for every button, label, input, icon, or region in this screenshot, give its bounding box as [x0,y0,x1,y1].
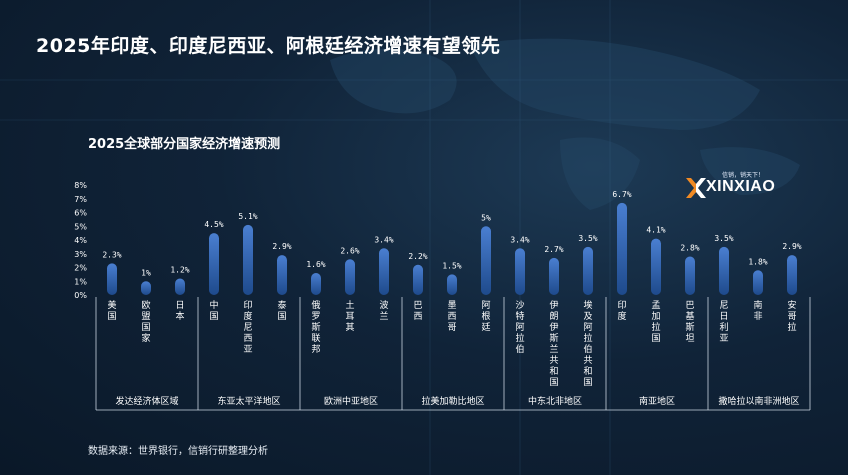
bar [753,270,763,295]
category-label: 墨西哥 [447,300,456,333]
source-note: 数据来源：世界银行，信销行研整理分析 [88,446,268,457]
value-label: 2.7% [544,245,563,254]
category-label: 巴西 [413,300,422,322]
chart-title: 2025全球部分国家经济增速预测 [88,137,281,152]
value-label: 3.4% [374,235,393,244]
y-tick-label: 6% [74,209,87,218]
bar [651,238,661,295]
logo-tagline: 信销，销天下！ [722,172,765,179]
category-label: 沙特阿拉伯 [515,300,524,355]
bar [175,278,185,295]
bar [243,224,253,295]
bar [141,281,151,295]
bar [379,248,389,295]
value-label: 1% [141,268,151,277]
category-label: 欧盟国家 [141,299,150,344]
category-label: 土耳其 [345,299,354,333]
bar [617,202,627,295]
value-label: 1.5% [442,261,461,270]
category-label: 日本 [175,300,184,322]
value-label: 6.7% [612,190,631,199]
logo-x-icon [686,178,706,198]
category-label: 巴基斯坦 [685,300,694,344]
value-label: 2.3% [102,250,121,259]
group-label: 发达经济体区域 [115,395,178,407]
value-label: 5% [481,213,491,222]
category-label: 孟加拉国 [651,300,660,344]
logo-text: XINXIAO [706,178,776,195]
bar [549,257,559,295]
category-label: 南非 [753,299,762,322]
category-label: 俄罗斯联邦 [311,299,320,355]
category-label: 阿根廷 [481,300,490,333]
bar [107,263,117,295]
group-label: 南亚地区 [639,395,675,407]
value-label: 2.8% [680,244,699,253]
y-tick-label: 1% [74,277,87,286]
bar [277,255,287,295]
category-label: 伊朗伊斯兰共和国 [549,299,558,388]
y-tick-label: 4% [74,236,87,245]
value-label: 3.5% [714,234,733,243]
bar [481,226,491,295]
y-tick-label: 3% [74,250,87,259]
bar [515,248,525,295]
group-label: 东亚太平洋地区 [217,395,280,407]
category-label: 尼日利亚 [719,300,728,344]
bar [447,274,457,295]
y-tick-label: 8% [74,181,87,190]
value-label: 5.1% [238,212,257,221]
value-label: 3.4% [510,235,529,244]
bar [311,273,321,295]
page-title: 2025年印度、印度尼西亚、阿根廷经济增速有望领先 [36,35,501,57]
category-label: 印度 [617,299,626,322]
value-label: 2.9% [272,242,291,251]
category-label: 美国 [107,299,116,322]
bar [583,246,593,295]
value-label: 1.8% [748,257,767,266]
category-label: 埃及阿拉伯共和国 [583,299,592,388]
value-label: 4.1% [646,226,665,235]
group-label: 撒哈拉以南非洲地区 [718,395,799,407]
value-label: 2.9% [782,242,801,251]
bar [719,246,729,295]
category-label: 波兰 [379,299,388,322]
bar [787,255,797,295]
category-label: 安哥拉 [787,299,796,333]
xinxiao-logo: 信销，销天下！ XINXIAO [684,172,794,202]
value-label: 1.2% [170,266,189,275]
value-label: 4.5% [204,220,223,229]
value-label: 2.6% [340,246,359,255]
value-label: 2.2% [408,252,427,261]
value-label: 1.6% [306,260,325,269]
y-tick-label: 5% [74,222,87,231]
group-label: 拉美加勒比地区 [421,395,484,407]
group-label: 中东北非地区 [528,395,582,407]
bar [685,256,695,295]
category-label: 中国 [209,299,218,322]
bar [345,259,355,295]
y-tick-label: 2% [74,264,87,273]
y-tick-label: 0% [74,291,87,300]
bar [209,233,219,295]
group-label: 欧洲中亚地区 [324,395,378,407]
bar [413,264,423,295]
category-label: 泰国 [277,299,286,322]
y-tick-label: 7% [74,195,87,204]
value-label: 3.5% [578,234,597,243]
category-label: 印度尼西亚 [243,299,252,355]
